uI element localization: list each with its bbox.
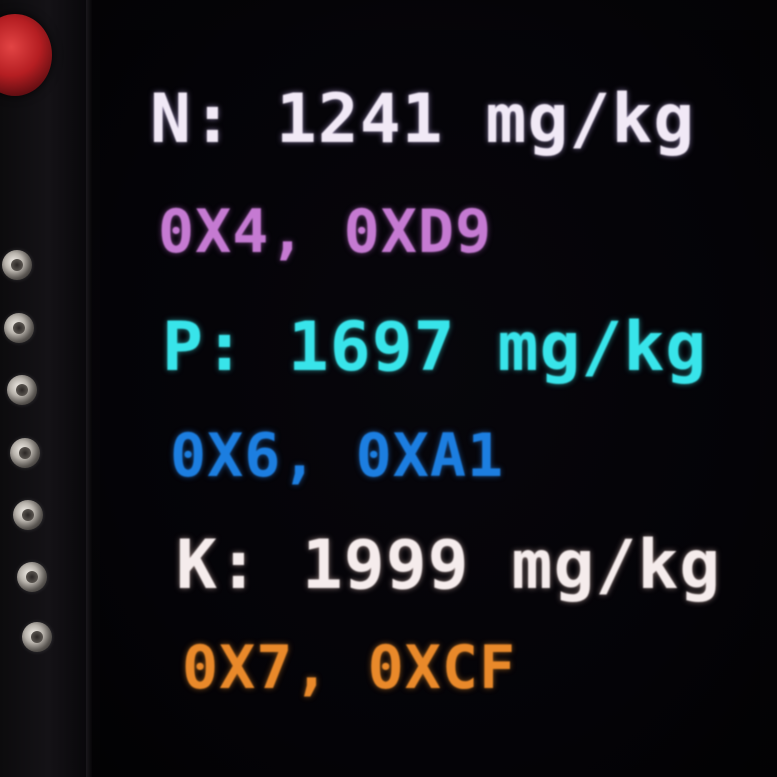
- header-pin-icon: [22, 622, 52, 652]
- phosphorus-value: P: 1697 mg/kg: [162, 308, 708, 387]
- nitrogen-value: N: 1241 mg/kg: [150, 80, 696, 159]
- lcd-display: [100, 30, 760, 770]
- nitrogen-hex: 0X4, 0XD9: [158, 197, 493, 267]
- potassium-hex: 0X7, 0XCF: [182, 633, 517, 703]
- header-pin-icon: [17, 562, 47, 592]
- pcb-board-border: [86, 0, 92, 777]
- header-pins: [0, 0, 88, 777]
- header-pin-icon: [7, 375, 37, 405]
- header-pin-icon: [4, 313, 34, 343]
- phosphorus-hex: 0X6, 0XA1: [170, 421, 505, 491]
- header-pin-icon: [10, 438, 40, 468]
- potassium-value: K: 1999 mg/kg: [176, 526, 722, 605]
- header-pin-icon: [2, 250, 32, 280]
- header-pin-icon: [13, 500, 43, 530]
